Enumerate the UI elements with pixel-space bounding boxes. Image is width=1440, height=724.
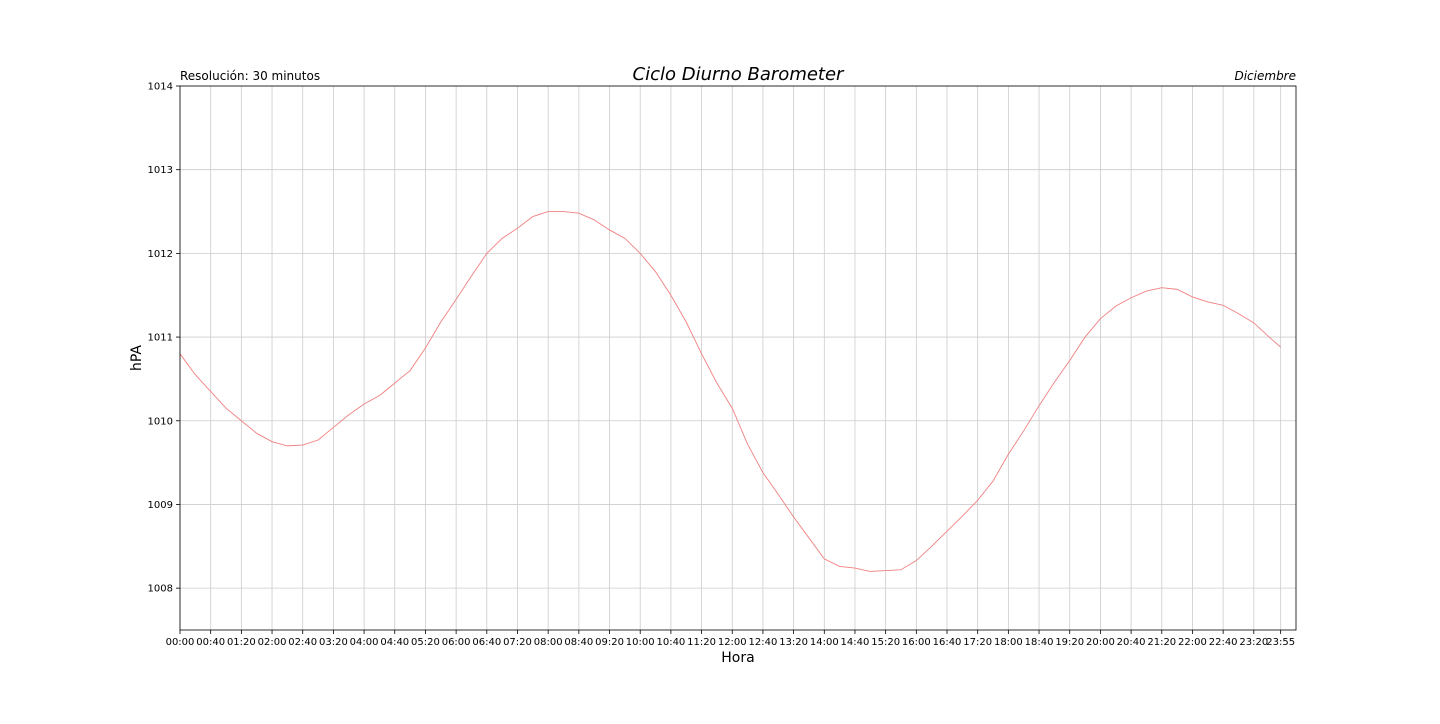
ticks: 00:00 00:40 01:20 02:00 02:40 03:20 04:00 04:40… xyxy=(148,82,1296,649)
x-tick-label: 08:00 xyxy=(534,637,563,648)
y-tick-label: 1014 xyxy=(148,82,173,93)
x-tick-label: 20:40 xyxy=(1117,637,1146,648)
x-tick-label: 02:40 xyxy=(288,637,317,648)
x-tick-label: 20:00 xyxy=(1086,637,1115,648)
x-tick-label: 19:20 xyxy=(1055,637,1084,648)
x-tick-label: 03:20 xyxy=(319,637,348,648)
plot-frame xyxy=(179,85,1297,631)
y-axis-label: hPA xyxy=(129,345,145,371)
x-tick-label: 22:40 xyxy=(1209,637,1238,648)
x-tick-label: 12:40 xyxy=(749,637,778,648)
x-tick-label: 11:20 xyxy=(687,637,716,648)
x-tick-label: 08:40 xyxy=(564,637,593,648)
x-tick-label: 14:40 xyxy=(841,637,870,648)
x-tick-label: 04:00 xyxy=(350,637,379,648)
x-tick-label: 23:20 xyxy=(1239,637,1268,648)
y-tick-label: 1012 xyxy=(148,249,173,260)
x-tick-label: 14:00 xyxy=(810,637,839,648)
barometer-series-line xyxy=(179,211,1281,572)
x-tick-label: 16:00 xyxy=(902,637,931,648)
month-label: Diciembre xyxy=(1234,69,1296,83)
x-tick-label: 13:20 xyxy=(779,637,808,648)
y-tick-label: 1008 xyxy=(148,584,173,595)
x-tick-label: 00:40 xyxy=(196,637,225,648)
x-tick-label: 02:00 xyxy=(258,637,287,648)
y-tick-label: 1011 xyxy=(148,333,173,344)
x-tick-label: 10:00 xyxy=(626,637,655,648)
x-tick-label: 05:20 xyxy=(411,637,440,648)
x-tick-label: 10:40 xyxy=(656,637,685,648)
x-tick-label: 01:20 xyxy=(227,637,256,648)
x-tick-label: 06:00 xyxy=(442,637,471,648)
x-axis-label: Hora xyxy=(721,650,754,666)
x-tick-label: 18:00 xyxy=(994,637,1023,648)
grid xyxy=(179,85,1296,630)
chart-title: Ciclo Diurno Barometer xyxy=(633,64,846,85)
y-tick-label: 1009 xyxy=(148,500,173,511)
x-tick-label: 23:55 xyxy=(1266,637,1295,648)
resolution-label: Resolución: 30 minutos xyxy=(180,69,320,83)
x-tick-label: 09:20 xyxy=(595,637,624,648)
data-layer xyxy=(179,211,1281,572)
x-tick-label: 22:00 xyxy=(1178,637,1207,648)
x-tick-label: 21:20 xyxy=(1147,637,1176,648)
x-tick-label: 07:20 xyxy=(503,637,532,648)
x-tick-label: 16:40 xyxy=(933,637,962,648)
x-tick-label: 06:40 xyxy=(472,637,501,648)
x-tick-label: 15:20 xyxy=(871,637,900,648)
x-tick-label: 12:00 xyxy=(718,637,747,648)
x-tick-label: 04:40 xyxy=(380,637,409,648)
x-tick-label: 18:40 xyxy=(1025,637,1054,648)
x-tick-label: 00:00 xyxy=(166,637,195,648)
y-tick-label: 1010 xyxy=(148,416,173,427)
x-tick-label: 17:20 xyxy=(963,637,992,648)
y-tick-label: 1013 xyxy=(148,165,173,176)
